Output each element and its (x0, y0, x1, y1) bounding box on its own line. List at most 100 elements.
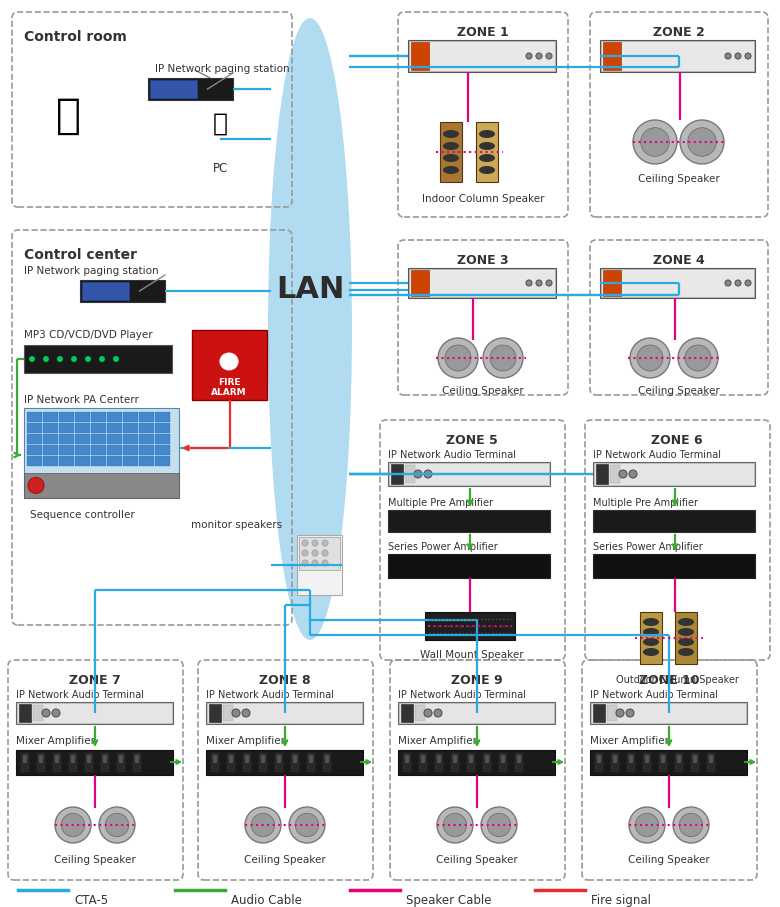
Ellipse shape (488, 814, 511, 836)
Text: Fire signal: Fire signal (591, 894, 651, 907)
Bar (27, 423, 42, 433)
Ellipse shape (28, 477, 44, 493)
Ellipse shape (640, 128, 669, 156)
Text: MP3 CD/VCD/DVD Player: MP3 CD/VCD/DVD Player (24, 330, 153, 340)
Bar (107, 445, 122, 455)
Ellipse shape (479, 130, 495, 138)
Bar (37, 753, 45, 772)
Text: IP Network Audio Terminal: IP Network Audio Terminal (590, 690, 718, 700)
Ellipse shape (312, 560, 318, 566)
Text: IP Network paging station: IP Network paging station (24, 266, 158, 276)
Bar (27, 445, 42, 455)
Text: ZONE 1: ZONE 1 (457, 26, 509, 39)
Bar (613, 755, 617, 763)
Bar (91, 423, 106, 433)
Bar (27, 412, 42, 422)
Ellipse shape (245, 807, 281, 843)
Bar (192, 330, 267, 400)
Bar (24, 408, 179, 498)
Text: Ceiling Speaker: Ceiling Speaker (638, 386, 720, 396)
Text: ZONE 4: ZONE 4 (653, 254, 705, 267)
Bar (307, 753, 315, 772)
Ellipse shape (29, 356, 35, 362)
Ellipse shape (437, 807, 473, 843)
Bar (659, 753, 667, 772)
Bar (91, 412, 106, 422)
Ellipse shape (619, 470, 627, 478)
Bar (75, 456, 90, 466)
Bar (59, 423, 74, 433)
Bar (27, 434, 42, 444)
Bar (411, 270, 429, 296)
Bar (299, 537, 340, 570)
Bar (476, 122, 498, 182)
Bar (485, 755, 489, 763)
Bar (517, 755, 521, 763)
Bar (309, 755, 313, 763)
Bar (75, 434, 90, 444)
Text: IP Network PA Centerr: IP Network PA Centerr (24, 395, 139, 405)
Ellipse shape (52, 709, 60, 717)
Text: Sequence controller: Sequence controller (30, 510, 134, 520)
Ellipse shape (62, 814, 85, 836)
Bar (627, 753, 635, 772)
Ellipse shape (445, 345, 471, 371)
Bar (107, 423, 122, 433)
Ellipse shape (526, 280, 532, 286)
Bar (103, 755, 107, 763)
Text: Ceiling Speaker: Ceiling Speaker (244, 855, 326, 865)
Bar (297, 535, 342, 595)
Bar (596, 464, 608, 484)
Ellipse shape (322, 540, 328, 546)
Ellipse shape (302, 550, 308, 556)
Text: Ceiling Speaker: Ceiling Speaker (436, 855, 518, 865)
Ellipse shape (629, 807, 665, 843)
Bar (469, 755, 473, 763)
Bar (693, 755, 697, 763)
Bar (155, 412, 170, 422)
Bar (594, 463, 754, 485)
Bar (388, 510, 550, 532)
Ellipse shape (479, 154, 495, 162)
Bar (405, 755, 409, 763)
Text: Control room: Control room (24, 30, 127, 44)
Bar (440, 122, 462, 182)
Bar (610, 465, 620, 483)
Ellipse shape (322, 560, 328, 566)
Bar (677, 755, 681, 763)
Ellipse shape (55, 807, 91, 843)
Bar (24, 473, 179, 498)
Ellipse shape (688, 128, 716, 156)
Bar (601, 269, 754, 297)
Bar (27, 456, 42, 466)
Text: IP Network Audio Terminal: IP Network Audio Terminal (388, 450, 516, 460)
Bar (150, 80, 197, 98)
Bar (155, 445, 170, 455)
Text: FIRE: FIRE (218, 377, 240, 386)
Text: Series Power Amplifier: Series Power Amplifier (593, 542, 703, 552)
Bar (209, 704, 221, 722)
Bar (43, 445, 58, 455)
Bar (139, 412, 154, 422)
Ellipse shape (481, 807, 517, 843)
Text: ZONE 5: ZONE 5 (446, 434, 498, 447)
Bar (123, 456, 138, 466)
Ellipse shape (443, 154, 459, 162)
Bar (597, 755, 601, 763)
Bar (139, 434, 154, 444)
Bar (43, 423, 58, 433)
Text: Series Power Amplifier: Series Power Amplifier (388, 542, 498, 552)
Ellipse shape (680, 120, 724, 164)
Text: IP Network Audio Terminal: IP Network Audio Terminal (593, 450, 721, 460)
Ellipse shape (443, 142, 459, 150)
Bar (91, 434, 106, 444)
Ellipse shape (105, 814, 129, 836)
Bar (75, 445, 90, 455)
Bar (39, 755, 43, 763)
Text: Ceiling Speaker: Ceiling Speaker (628, 855, 710, 865)
Ellipse shape (483, 338, 523, 378)
Bar (59, 412, 74, 422)
Bar (259, 753, 267, 772)
Bar (591, 703, 746, 723)
Bar (323, 753, 331, 772)
